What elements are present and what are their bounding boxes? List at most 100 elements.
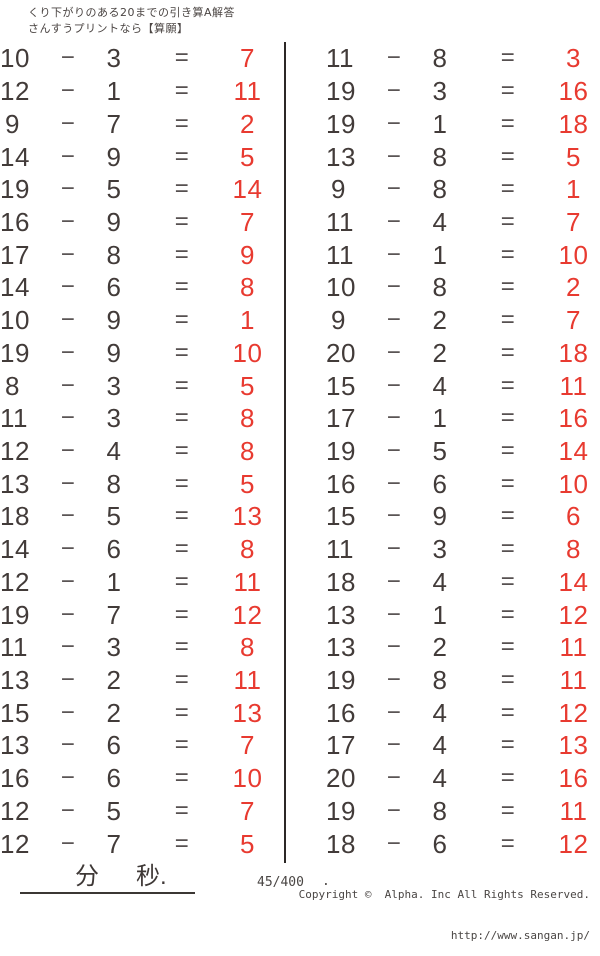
minuend: 20 — [326, 337, 356, 368]
minus-sign: − — [60, 502, 76, 530]
subtrahend: 4 — [432, 763, 448, 794]
subtrahend: 7 — [106, 108, 122, 139]
subtrahend: 4 — [432, 206, 448, 237]
minuend: 12 — [0, 566, 30, 597]
problem-row: 16 − 4 = 12 — [326, 696, 600, 729]
minuend: 19 — [0, 337, 30, 368]
subtrahend: 5 — [106, 501, 122, 532]
equals-sign: = — [500, 764, 516, 792]
answer: 12 — [558, 599, 589, 630]
minuend: 10 — [0, 43, 30, 74]
minus-sign: − — [386, 764, 402, 792]
answer: 2 — [240, 108, 255, 139]
equals-sign: = — [174, 600, 190, 628]
problem-row: 19 − 5 = 14 — [326, 435, 600, 468]
minus-sign: − — [386, 535, 402, 563]
equals-sign: = — [174, 567, 190, 595]
problem-row: 14 − 6 = 8 — [0, 271, 285, 304]
minus-sign: − — [60, 273, 76, 301]
minuend: 18 — [326, 828, 356, 859]
answer: 11 — [559, 632, 588, 663]
minus-sign: − — [386, 273, 402, 301]
equals-sign: = — [500, 436, 516, 464]
equals-sign: = — [174, 273, 190, 301]
problem-row: 17 − 1 = 16 — [326, 402, 600, 435]
answer: 18 — [558, 337, 589, 368]
answer: 12 — [232, 599, 263, 630]
equals-sign: = — [500, 829, 516, 857]
copyright-block: Copyright © Alpha. Inc All Rights Reserv… — [299, 861, 590, 956]
equals-sign: = — [174, 371, 190, 399]
minuend: 9 — [331, 305, 346, 336]
equals-sign: = — [174, 175, 190, 203]
minuend: 20 — [326, 763, 356, 794]
subtrahend: 4 — [432, 370, 448, 401]
subtrahend: 1 — [106, 566, 122, 597]
answer: 11 — [559, 795, 588, 826]
subtrahend: 9 — [106, 305, 122, 336]
subtrahend: 6 — [106, 730, 122, 761]
problem-row: 9 − 8 = 1 — [326, 173, 600, 206]
minus-sign: − — [386, 240, 402, 268]
subtrahend: 6 — [106, 534, 122, 565]
problem-row: 19 − 7 = 12 — [0, 598, 285, 631]
minus-sign: − — [60, 338, 76, 366]
minuend: 9 — [331, 174, 346, 205]
subtrahend: 8 — [106, 468, 122, 499]
minus-sign: − — [386, 829, 402, 857]
equals-sign: = — [174, 436, 190, 464]
subtrahend: 2 — [106, 697, 122, 728]
problem-row: 13 − 1 = 12 — [326, 598, 600, 631]
minus-sign: − — [386, 338, 402, 366]
minuend: 13 — [0, 665, 30, 696]
minuend: 18 — [0, 501, 30, 532]
minus-sign: − — [60, 829, 76, 857]
minus-sign: − — [60, 77, 76, 105]
minus-sign: − — [60, 764, 76, 792]
subtrahend: 9 — [432, 501, 448, 532]
problem-row: 13 − 2 = 11 — [326, 631, 600, 664]
minuend: 18 — [326, 566, 356, 597]
minuend: 13 — [0, 730, 30, 761]
answer: 11 — [559, 370, 588, 401]
minuend: 15 — [326, 370, 356, 401]
minuend: 16 — [0, 763, 30, 794]
equals-sign: = — [174, 44, 190, 72]
subtrahend: 4 — [432, 730, 448, 761]
problem-row: 16 − 9 = 7 — [0, 206, 285, 239]
answer: 12 — [558, 828, 589, 859]
problem-row: 9 − 7 = 2 — [0, 107, 285, 140]
problem-row: 10 − 9 = 1 — [0, 304, 285, 337]
subtrahend: 2 — [432, 632, 448, 663]
problem-row: 19 − 5 = 14 — [0, 173, 285, 206]
minuend: 13 — [326, 141, 356, 172]
subtrahend: 5 — [106, 795, 122, 826]
subtrahend: 1 — [106, 76, 122, 107]
equals-sign: = — [500, 240, 516, 268]
minus-sign: − — [386, 44, 402, 72]
problems-column-left: 10 − 3 = 7 12 − 1 = 11 9 − 7 = 2 14 − 9 … — [0, 42, 285, 860]
minuend: 11 — [326, 239, 354, 270]
minus-sign: − — [60, 796, 76, 824]
answer: 2 — [566, 272, 581, 303]
website-url: http://www.sangan.jp/ — [450, 928, 590, 942]
subtrahend: 9 — [106, 337, 122, 368]
minus-sign: − — [386, 175, 402, 203]
equals-sign: = — [500, 273, 516, 301]
minus-sign: − — [386, 404, 402, 432]
copyright-text: Copyright © Alpha. Inc All Rights Reserv… — [298, 888, 590, 901]
subtrahend: 2 — [432, 305, 448, 336]
minuend: 19 — [326, 76, 356, 107]
answer: 3 — [566, 43, 581, 74]
equals-sign: = — [174, 666, 190, 694]
minus-sign: − — [60, 731, 76, 759]
minuend: 19 — [0, 174, 30, 205]
minuend: 13 — [326, 599, 356, 630]
problem-row: 11 − 4 = 7 — [326, 206, 600, 239]
equals-sign: = — [500, 77, 516, 105]
answer: 14 — [232, 174, 263, 205]
answer: 14 — [558, 435, 589, 466]
equals-sign: = — [500, 698, 516, 726]
minuend: 17 — [326, 730, 356, 761]
equals-sign: = — [174, 633, 190, 661]
